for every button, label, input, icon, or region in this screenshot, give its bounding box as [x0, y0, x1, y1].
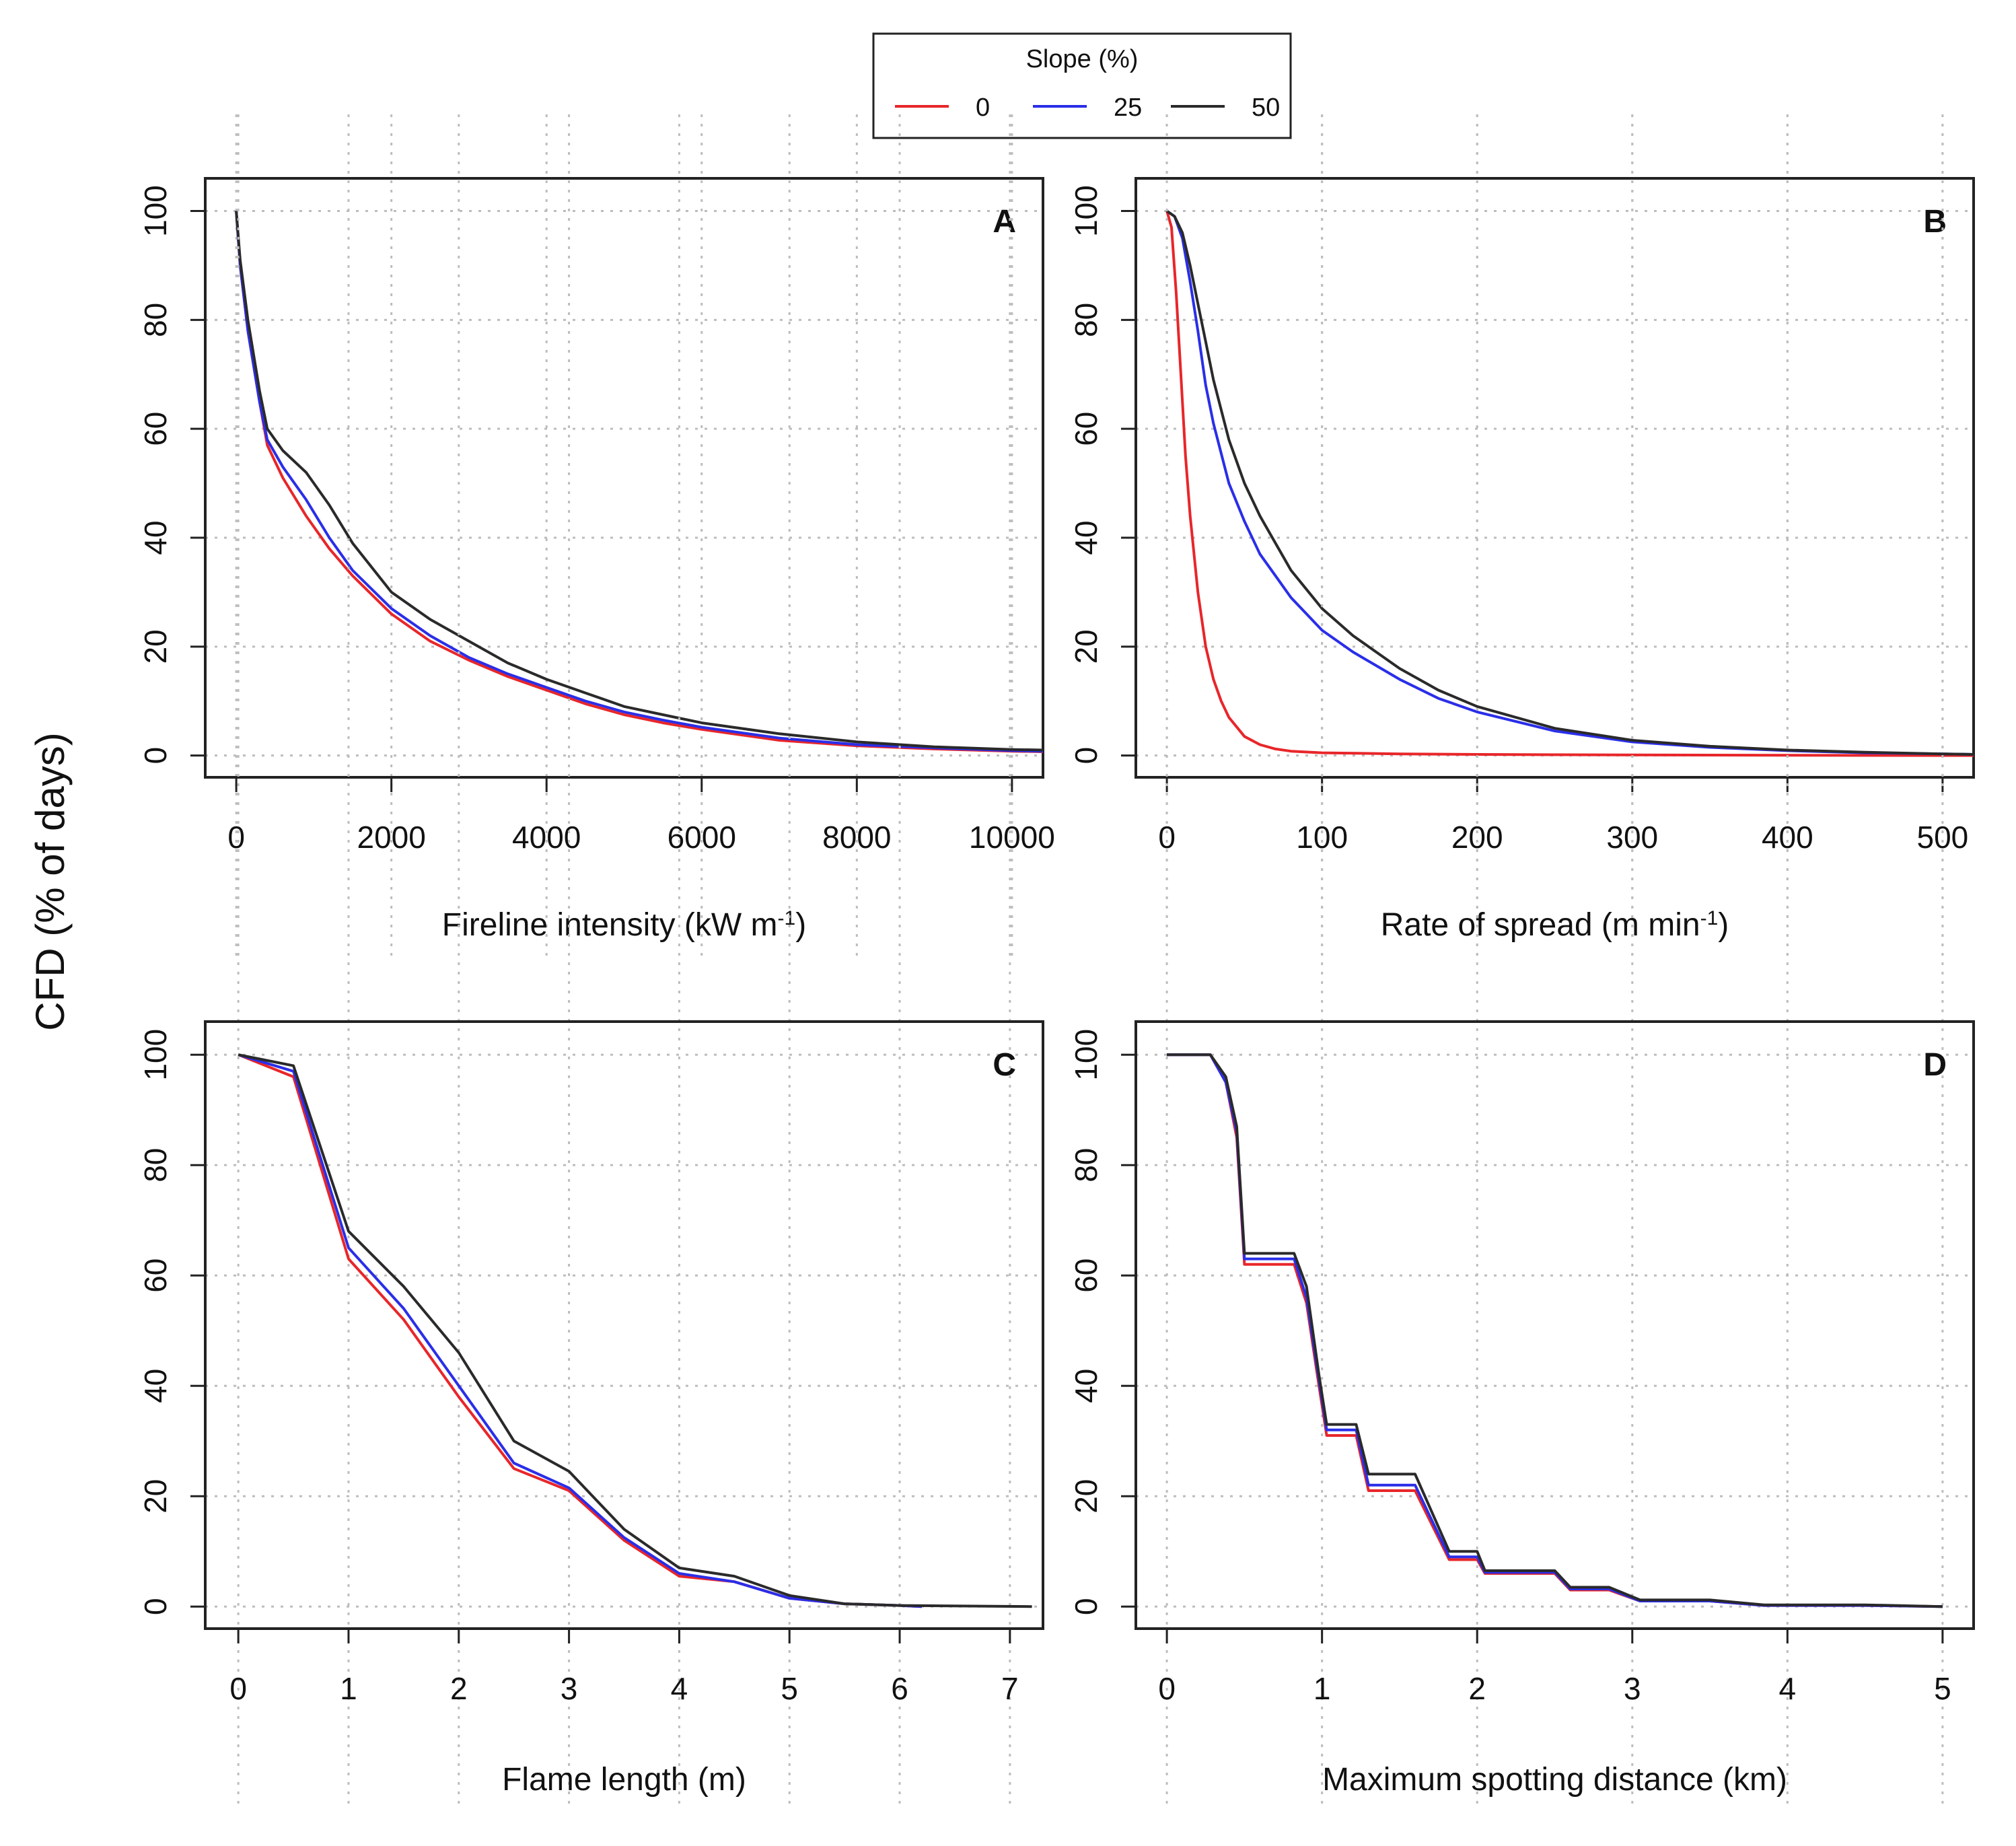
panel-b-ytick-label-1: 20 [1069, 629, 1104, 664]
legend-box [872, 32, 1292, 139]
panel-b-frame [1135, 177, 1975, 779]
panel-d-series-25 [1167, 1053, 1943, 1608]
panel-a-ytick-label-0: 0 [138, 747, 173, 765]
panel-a-xtick-label-2: 4000 [512, 820, 581, 855]
panel-c-ytick-label-3: 60 [138, 1258, 173, 1293]
legend-label-2: 50 [1252, 94, 1280, 122]
panel-b-ytick-label-5: 100 [1069, 185, 1104, 237]
panel-a-ytick-label-3: 60 [138, 412, 173, 446]
panel-d-ytick-label-5: 100 [1069, 1029, 1104, 1081]
panel-d-letter: D [1923, 1047, 1947, 1083]
panel-c-letter: C [993, 1047, 1016, 1083]
panel-d-xtick-label-2: 2 [1468, 1671, 1486, 1706]
panel-a-ytick-label-5: 100 [138, 185, 173, 237]
panel-c-xtick-label-3: 3 [561, 1671, 578, 1706]
panel-a: 0 2000 4000 6000 8000 10000 0 20 40 60 80 100 Fireli… [138, 114, 1055, 956]
panel-b-xtick-label-3: 300 [1606, 820, 1658, 855]
panel-b-series-50 [1165, 209, 1974, 756]
panel-b-ytick-label-3: 60 [1069, 412, 1104, 446]
panel-b-ytick-label-0: 0 [1069, 747, 1104, 765]
panel-a-letter: A [993, 204, 1016, 240]
panel-b: 0 100 200 300 400 500 0 20 40 60 80 100 Rate of spre… [1069, 114, 1975, 956]
panel-a-xtick-label-4: 8000 [822, 820, 891, 855]
panel-c-ytick-label-5: 100 [138, 1029, 173, 1081]
panel-c-series-50 [238, 1053, 1032, 1608]
panel-c-xtick-label-4: 4 [671, 1671, 688, 1706]
panel-a-series-0 [235, 211, 1044, 753]
legend: Slope (%) 0 25 50 [872, 32, 1292, 139]
panel-d-ytick-label-2: 40 [1069, 1369, 1104, 1403]
figure-ylabel: CFD (% of days) [28, 732, 73, 1030]
panel-b-ytick-label-2: 40 [1069, 520, 1104, 555]
panel-d-xtick-label-4: 4 [1779, 1671, 1797, 1706]
legend-title: Slope (%) [1026, 45, 1139, 73]
panel-a-xtick-label-5: 10000 [969, 820, 1055, 855]
panel-d-series-50 [1167, 1053, 1943, 1608]
panel-a-series-50 [235, 211, 1044, 752]
panel-c: 0 1 2 3 4 5 6 7 0 20 40 60 80 100 Flame length (m) C [138, 114, 1044, 1810]
panel-b-xlabel: Rate of spread (m min-1) [1381, 907, 1729, 944]
panel-d-ytick-label-0: 0 [1069, 1598, 1104, 1615]
panel-d-series-0 [1167, 1053, 1943, 1608]
panel-a-xtick-label-0: 0 [227, 820, 245, 855]
panel-a-series-25 [235, 211, 1044, 753]
panel-c-ytick-label-1: 20 [138, 1479, 173, 1514]
panel-d-ytick-label-1: 20 [1069, 1479, 1104, 1514]
panel-b-xtick-label-2: 200 [1451, 820, 1503, 855]
panel-d-ytick-label-3: 60 [1069, 1258, 1104, 1293]
panel-a-xtick-label-1: 2000 [357, 820, 425, 855]
panel-d-xlabel: Maximum spotting distance (km) [1322, 1762, 1787, 1798]
legend-label-1: 25 [1114, 94, 1142, 122]
panel-c-xtick-label-1: 1 [340, 1671, 357, 1706]
panel-d-frame [1135, 1020, 1975, 1630]
panel-c-xtick-label-7: 7 [1001, 1671, 1019, 1706]
panel-c-ytick-label-4: 80 [138, 1148, 173, 1182]
panel-a-ytick-label-1: 20 [138, 629, 173, 664]
panel-c-xtick-label-0: 0 [229, 1671, 247, 1706]
panel-a-xlabel: Fireline intensity (kW m-1) [442, 907, 806, 944]
panel-b-xtick-label-1: 100 [1296, 820, 1348, 855]
panel-a-ytick-label-2: 40 [138, 520, 173, 555]
panel-b-ytick-label-4: 80 [1069, 303, 1104, 337]
panel-d: 0 1 2 3 4 5 0 20 40 60 80 100 Maximum spotting dista… [1069, 114, 1975, 1810]
panel-b-series-25 [1165, 209, 1974, 756]
panel-b-xtick-label-4: 400 [1762, 820, 1813, 855]
panel-b-xtick-label-0: 0 [1158, 820, 1176, 855]
panel-c-series-0 [238, 1053, 922, 1608]
panel-c-ytick-label-0: 0 [138, 1598, 173, 1615]
panel-c-ytick-label-2: 40 [138, 1369, 173, 1403]
legend-label-0: 0 [976, 94, 990, 122]
panel-b-series-0 [1165, 210, 1974, 757]
panel-d-xtick-label-5: 5 [1934, 1671, 1951, 1706]
panel-c-frame [204, 1020, 1044, 1630]
panel-c-xlabel: Flame length (m) [502, 1762, 746, 1798]
panel-d-xtick-label-1: 1 [1313, 1671, 1331, 1706]
panel-a-xtick-label-3: 6000 [668, 820, 736, 855]
panel-c-xtick-label-5: 5 [781, 1671, 798, 1706]
panel-a-ytick-label-4: 80 [138, 303, 173, 337]
panel-d-xtick-label-3: 3 [1624, 1671, 1641, 1706]
panel-d-xtick-label-0: 0 [1158, 1671, 1176, 1706]
panel-a-frame [204, 177, 1044, 779]
panel-c-series-25 [238, 1053, 922, 1608]
panel-d-ytick-label-4: 80 [1069, 1148, 1104, 1182]
panel-c-xtick-label-2: 2 [450, 1671, 468, 1706]
panel-b-xtick-label-5: 500 [1917, 820, 1969, 855]
panel-c-xtick-label-6: 6 [891, 1671, 908, 1706]
